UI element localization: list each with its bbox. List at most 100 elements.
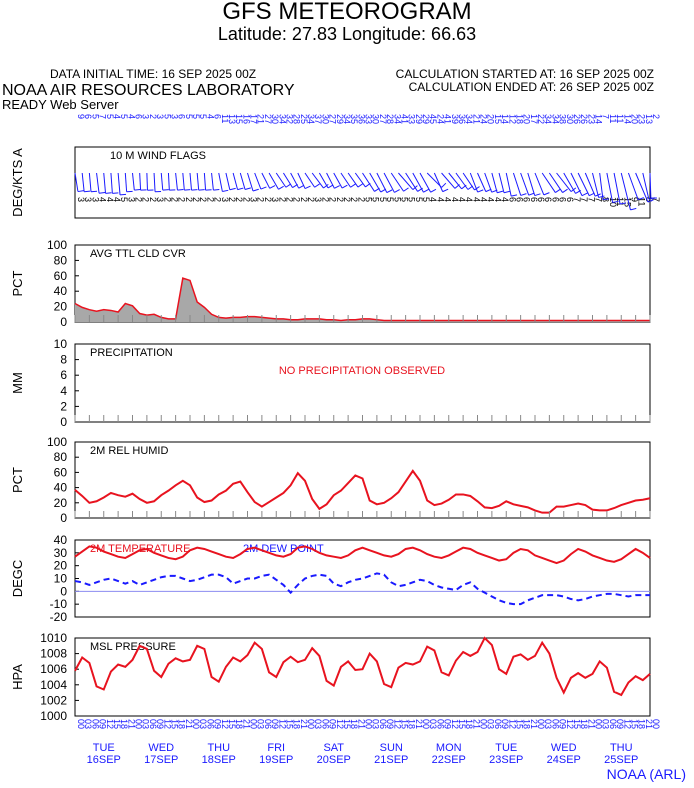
hour-tick-label: 00 (421, 719, 431, 729)
wind-barb-flag (581, 192, 588, 197)
wind-speed-label: 5 (119, 197, 129, 202)
hour-tick-label: 18 (407, 719, 417, 729)
wind-barb (563, 172, 576, 194)
wind-speed-label: 5 (378, 197, 388, 202)
wind-speed-label: 11 (637, 197, 647, 206)
hour-tick-label: 03 (486, 719, 496, 729)
wind-speed-label: 4 (105, 197, 115, 202)
day-date-label: 24SEP (547, 754, 581, 766)
wind-direction-label: 11 (220, 114, 230, 123)
pressure-ytick-5: 1010 (40, 631, 67, 645)
wind-speed-label: 4 (428, 197, 438, 202)
pressure-ytick-3: 1006 (40, 662, 67, 676)
wind-barb (318, 172, 329, 189)
wind-barb (196, 172, 200, 191)
wind-direction-label: 13 (227, 114, 237, 124)
wind-speed-label: 2 (342, 197, 352, 202)
wind-speed-label: 5 (407, 197, 417, 202)
hour-tick-label: 12 (105, 719, 115, 729)
pressure-panel-frame (74, 637, 651, 717)
wind-barb (160, 172, 164, 191)
wind-barb (297, 172, 306, 189)
wind-barb-flag (119, 193, 127, 196)
wind-barb-flag (350, 183, 356, 188)
wind-speed-label: 2 (335, 197, 345, 202)
wind-direction-label: 4 (112, 114, 122, 119)
wind-barb (347, 172, 359, 188)
wind-direction-label: 23 (637, 114, 647, 124)
wind-direction-label: 16 (241, 114, 251, 124)
wind-barb (390, 172, 404, 192)
wind-speed-label: 2 (134, 197, 144, 202)
rh-panel-title: 2M REL HUMID (90, 445, 168, 457)
wind-direction-label: 12 (507, 114, 517, 124)
wind-speed-label: 4 (486, 197, 496, 202)
pressure-ytick-1: 1002 (40, 693, 67, 707)
wind-speed-label: 7 (594, 197, 604, 202)
wind-barb (333, 172, 343, 189)
hour-tick-label: 09 (98, 719, 108, 729)
temp-ytick-1: -10 (50, 597, 68, 611)
wind-barb (117, 172, 121, 195)
wind-barb-flag (562, 188, 568, 193)
wind-barb-flag (134, 188, 141, 191)
wind-barb (153, 172, 156, 192)
wind-barb (491, 172, 498, 193)
hour-tick-label: 09 (385, 719, 395, 729)
cloud-ytick-5: 100 (47, 238, 67, 252)
precip-ytick-4: 8 (60, 353, 67, 367)
hour-tick-label: 12 (220, 719, 230, 729)
wind-barb (412, 172, 424, 193)
wind-barb (405, 172, 419, 192)
hour-tick-label: 03 (313, 719, 323, 729)
wind-barb (304, 172, 316, 188)
wind-barb (505, 172, 512, 197)
hour-tick-label: 18 (579, 719, 589, 729)
wind-barb (649, 172, 652, 199)
temp-ytick-4: 20 (54, 559, 68, 573)
wind-speed-label: 2 (227, 197, 237, 202)
wind-barb (340, 172, 351, 188)
wind-direction-label: 21 (471, 114, 481, 124)
wind-direction-label: 2 (148, 114, 158, 119)
pressure-ytick-0: 1000 (40, 709, 67, 723)
hour-tick-label: 09 (213, 719, 223, 729)
hour-tick-label: 21 (471, 719, 481, 729)
wind-barb (620, 172, 631, 210)
hour-tick-label: 18 (522, 719, 532, 729)
wind-barb (512, 172, 522, 196)
hour-tick-label: 12 (507, 719, 517, 729)
precip-ytick-0: 0 (60, 415, 67, 429)
wind-barb-flag (323, 184, 329, 189)
hour-tick-label: 21 (414, 719, 424, 729)
hour-tick-label: 03 (371, 719, 381, 729)
rh-ytick-5: 100 (47, 435, 67, 449)
wind-speed-label: 6 (565, 197, 575, 202)
wind-speed-label: 2 (205, 197, 215, 202)
wind-barb (275, 172, 287, 188)
hour-tick-label: 18 (119, 719, 129, 729)
wind-direction-label: 11 (615, 114, 625, 123)
server-name: READY Web Server (2, 97, 119, 112)
wind-barb (247, 172, 254, 192)
wind-speed-label: 6 (543, 197, 553, 202)
cloud-ylabel: PCT (10, 270, 25, 296)
wind-speed-label: 6 (522, 197, 532, 202)
wind-speed-label: 3 (90, 197, 100, 202)
wind-speed-label: 4 (493, 197, 503, 202)
wind-direction-label: 15 (493, 114, 503, 124)
wind-barb (592, 172, 600, 198)
day-of-week-label: TUE (495, 742, 517, 754)
wind-speed-label: 4 (112, 197, 122, 202)
wind-barb-flag (534, 193, 541, 197)
wind-speed-label: 3 (270, 197, 280, 202)
wind-direction-label: 30 (270, 114, 280, 124)
wind-barb-flag (511, 194, 518, 197)
data-initial-time: DATA INITIAL TIME: 16 SEP 2025 00Z (50, 67, 257, 81)
wind-barb-flag (278, 185, 284, 190)
wind-speed-label: 2 (256, 197, 266, 202)
pressure-ytick-2: 1004 (40, 678, 67, 692)
wind-speed-label: 5 (385, 197, 395, 202)
day-of-week-label: TUE (93, 742, 115, 754)
rh-ylabel: PCT (10, 467, 25, 493)
